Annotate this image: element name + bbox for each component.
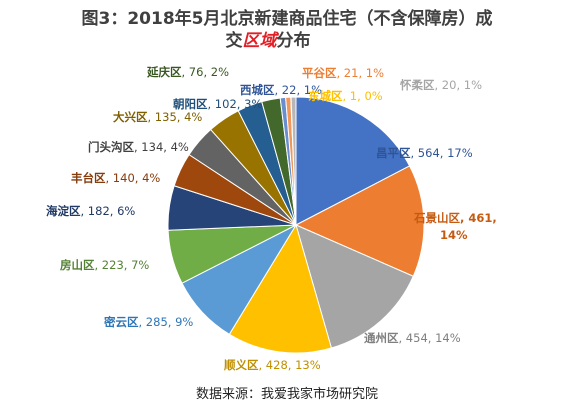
slice-label-3: 通州区, 454, 14% xyxy=(364,331,461,345)
slice-label-7: 海淀区, 182, 6% xyxy=(46,204,135,218)
slice-label-12: 延庆区, 76, 2% xyxy=(146,65,229,79)
title-word-jiao: 交 xyxy=(226,30,243,51)
chart-title-line-2: 交区域分布 xyxy=(226,30,311,51)
title-word-fenbu: 分布 xyxy=(277,30,311,51)
pie-slice-16 xyxy=(290,96,297,226)
slice-label-8: 丰台区, 140, 4% xyxy=(71,171,160,185)
pie-slice-2 xyxy=(294,165,425,277)
slice-label-15: 东城区, 1, 0% xyxy=(308,89,383,103)
pie-slice-4 xyxy=(228,223,333,354)
slice-label-5: 密云区, 285, 9% xyxy=(103,315,193,329)
data-source-note: 数据来源：我爱我家市场研究院 xyxy=(196,386,378,402)
pie-slice-3 xyxy=(295,224,414,349)
slice-label-14: 平谷区, 21, 1% xyxy=(302,66,384,80)
pie-slice-1 xyxy=(295,96,411,226)
slice-label-16: 怀柔区, 20, 1% xyxy=(400,78,482,92)
slice-label-10: 大兴区, 135, 4% xyxy=(113,110,202,124)
pie-labels: 昌平区, 564, 17% 石景山区, 461, 14% 通州区, 454, 14% 顺… xyxy=(46,65,497,372)
slice-label-1: 昌平区, 564, 17% xyxy=(376,146,473,160)
pie-slices xyxy=(167,96,425,354)
slice-label-6: 房山区, 223, 7% xyxy=(60,258,149,272)
slice-label-11: 朝阳区, 102, 3% xyxy=(173,97,262,111)
slice-label-13: 西城区, 22, 1% xyxy=(240,83,322,97)
chart-title-line-1: 图3：2018年5月北京新建商品住宅（不含保障房）成 xyxy=(82,8,493,29)
slice-label-2: 石景山区, 461, 14% xyxy=(413,211,497,242)
slice-label-4: 顺义区, 428, 13% xyxy=(224,358,321,372)
title-word-quyu: 区域 xyxy=(243,31,280,51)
slice-label-9: 门头沟区, 134, 4% xyxy=(88,140,189,154)
